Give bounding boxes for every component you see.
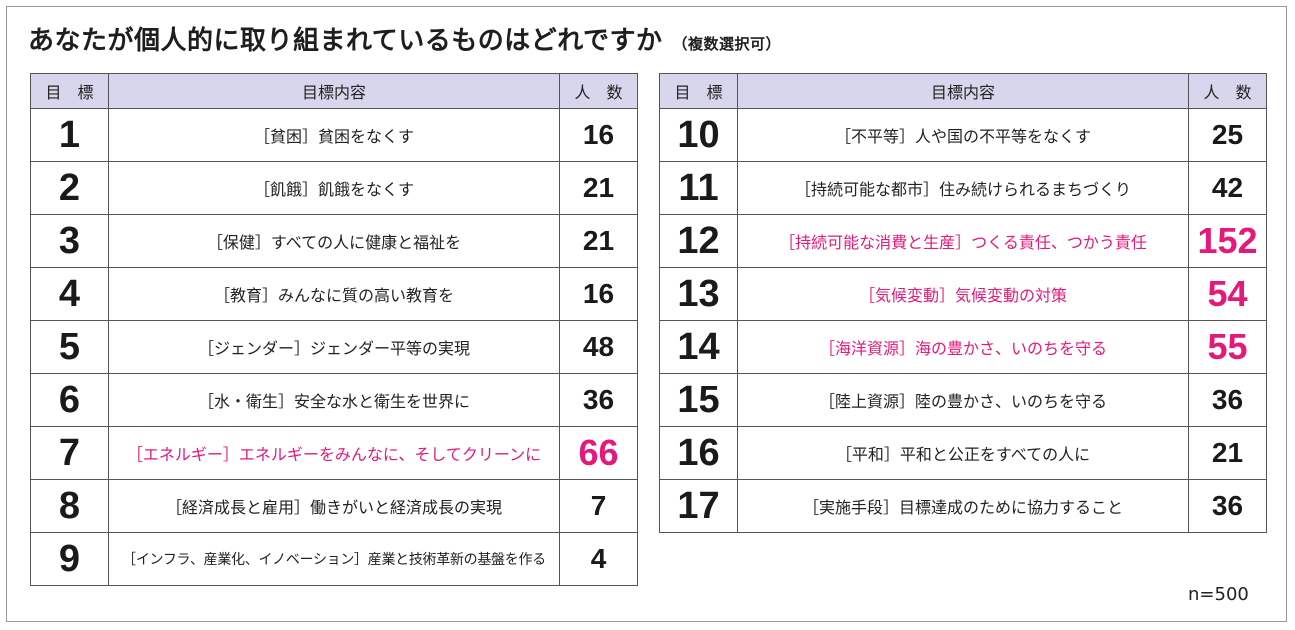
- respondent-count: 66: [559, 426, 638, 480]
- table-row: 2 ［飢餓］飢餓をなくす 21: [30, 161, 638, 215]
- table-row: 16 ［平和］平和と公正をすべての人に 21: [659, 426, 1267, 480]
- table-header-row: 目 標 目標内容 人 数: [30, 73, 638, 109]
- table-row: 15 ［陸上資源］陸の豊かさ、いのちを守る 36: [659, 373, 1267, 427]
- goal-number: 6: [30, 373, 109, 427]
- goal-number: 16: [659, 426, 738, 480]
- goal-content: ［経済成長と雇用］働きがいと経済成長の実現: [108, 479, 560, 533]
- goal-number: 12: [659, 214, 738, 268]
- title-text: あなたが個人的に取り組まれているものはどれですか: [28, 26, 663, 56]
- goal-number: 1: [30, 108, 109, 162]
- respondent-count: 55: [1188, 320, 1267, 374]
- goal-number: 15: [659, 373, 738, 427]
- goal-content: ［教育］みんなに質の高い教育を: [108, 267, 560, 321]
- table-row: 5 ［ジェンダー］ジェンダー平等の実現 48: [30, 320, 638, 374]
- goal-number: 3: [30, 214, 109, 268]
- goal-content: ［貧困］貧困をなくす: [108, 108, 560, 162]
- table-row: 14 ［海洋資源］海の豊かさ、いのちを守る 55: [659, 320, 1267, 374]
- goal-number: 7: [30, 426, 109, 480]
- respondent-count: 36: [1188, 479, 1267, 533]
- goal-content: ［エネルギー］エネルギーをみんなに、そしてクリーンに: [108, 426, 560, 480]
- table-row: 11 ［持続可能な都市］住み続けられるまちづくり 42: [659, 161, 1267, 215]
- goals-table-right-body: 10 ［不平等］人や国の不平等をなくす 25 11 ［持続可能な都市］住み続けられるまち…: [659, 108, 1267, 533]
- table-row: 17 ［実施手段］目標達成のために協力すること 36: [659, 479, 1267, 533]
- table-row: 9 ［インフラ、産業化、イノベーション］産業と技術革新の基盤を作る 4: [30, 532, 638, 586]
- respondent-count: 4: [559, 532, 638, 586]
- goal-content: ［持続可能な都市］住み続けられるまちづくり: [737, 161, 1189, 215]
- header-content: 目標内容: [737, 73, 1189, 109]
- respondent-count: 48: [559, 320, 638, 374]
- header-goal: 目 標: [659, 73, 738, 109]
- respondent-count: 7: [559, 479, 638, 533]
- goal-content: ［インフラ、産業化、イノベーション］産業と技術革新の基盤を作る: [108, 532, 560, 586]
- respondent-count: 16: [559, 267, 638, 321]
- goal-content: ［平和］平和と公正をすべての人に: [737, 426, 1189, 480]
- header-content: 目標内容: [108, 73, 560, 109]
- header-count: 人 数: [1188, 73, 1267, 109]
- table-row: 10 ［不平等］人や国の不平等をなくす 25: [659, 108, 1267, 162]
- goal-content: ［陸上資源］陸の豊かさ、いのちを守る: [737, 373, 1189, 427]
- goal-content: ［水・衛生］安全な水と衛生を世界に: [108, 373, 560, 427]
- table-row: 4 ［教育］みんなに質の高い教育を 16: [30, 267, 638, 321]
- goal-content: ［持続可能な消費と生産］つくる責任、つかう責任: [737, 214, 1189, 268]
- goal-content: ［気候変動］気候変動の対策: [737, 267, 1189, 321]
- goal-content: ［ジェンダー］ジェンダー平等の実現: [108, 320, 560, 374]
- table-row: 3 ［保健］すべての人に健康と福祉を 21: [30, 214, 638, 268]
- goal-content: ［不平等］人や国の不平等をなくす: [737, 108, 1189, 162]
- goal-number: 10: [659, 108, 738, 162]
- respondent-count: 16: [559, 108, 638, 162]
- goal-number: 8: [30, 479, 109, 533]
- table-row: 1 ［貧困］貧困をなくす 16: [30, 108, 638, 162]
- survey-title: あなたが個人的に取り組まれているものはどれですか （複数選択可）: [28, 20, 781, 57]
- goals-table-right: 目 標 目標内容 人 数 10 ［不平等］人や国の不平等をなくす 25 11 ［持続可能…: [659, 73, 1267, 533]
- header-goal: 目 標: [30, 73, 109, 109]
- goal-number: 14: [659, 320, 738, 374]
- goal-number: 11: [659, 161, 738, 215]
- title-subtitle: （複数選択可）: [672, 35, 781, 53]
- respondent-count: 36: [1188, 373, 1267, 427]
- respondent-count: 54: [1188, 267, 1267, 321]
- goal-number: 4: [30, 267, 109, 321]
- table-row: 13 ［気候変動］気候変動の対策 54: [659, 267, 1267, 321]
- table-row: 12 ［持続可能な消費と生産］つくる責任、つかう責任 152: [659, 214, 1267, 268]
- table-row: 8 ［経済成長と雇用］働きがいと経済成長の実現 7: [30, 479, 638, 533]
- sample-size-note: n=500: [1188, 584, 1249, 605]
- goal-number: 5: [30, 320, 109, 374]
- table-row: 6 ［水・衛生］安全な水と衛生を世界に 36: [30, 373, 638, 427]
- respondent-count: 36: [559, 373, 638, 427]
- respondent-count: 21: [559, 161, 638, 215]
- respondent-count: 21: [559, 214, 638, 268]
- goal-number: 2: [30, 161, 109, 215]
- goal-content: ［海洋資源］海の豊かさ、いのちを守る: [737, 320, 1189, 374]
- respondent-count: 152: [1188, 214, 1267, 268]
- respondent-count: 42: [1188, 161, 1267, 215]
- goal-content: ［飢餓］飢餓をなくす: [108, 161, 560, 215]
- goal-number: 17: [659, 479, 738, 533]
- goal-number: 13: [659, 267, 738, 321]
- goals-table-left: 目 標 目標内容 人 数 1 ［貧困］貧困をなくす 16 2 ［飢餓］飢餓をなくす 21 3…: [30, 73, 638, 586]
- header-count: 人 数: [559, 73, 638, 109]
- respondent-count: 25: [1188, 108, 1267, 162]
- respondent-count: 21: [1188, 426, 1267, 480]
- goal-content: ［保健］すべての人に健康と福祉を: [108, 214, 560, 268]
- goals-table-left-body: 1 ［貧困］貧困をなくす 16 2 ［飢餓］飢餓をなくす 21 3 ［保健］すべての人に健康と…: [30, 108, 638, 586]
- goal-content: ［実施手段］目標達成のために協力すること: [737, 479, 1189, 533]
- goal-number: 9: [30, 532, 109, 586]
- table-header-row: 目 標 目標内容 人 数: [659, 73, 1267, 109]
- table-row: 7 ［エネルギー］エネルギーをみんなに、そしてクリーンに 66: [30, 426, 638, 480]
